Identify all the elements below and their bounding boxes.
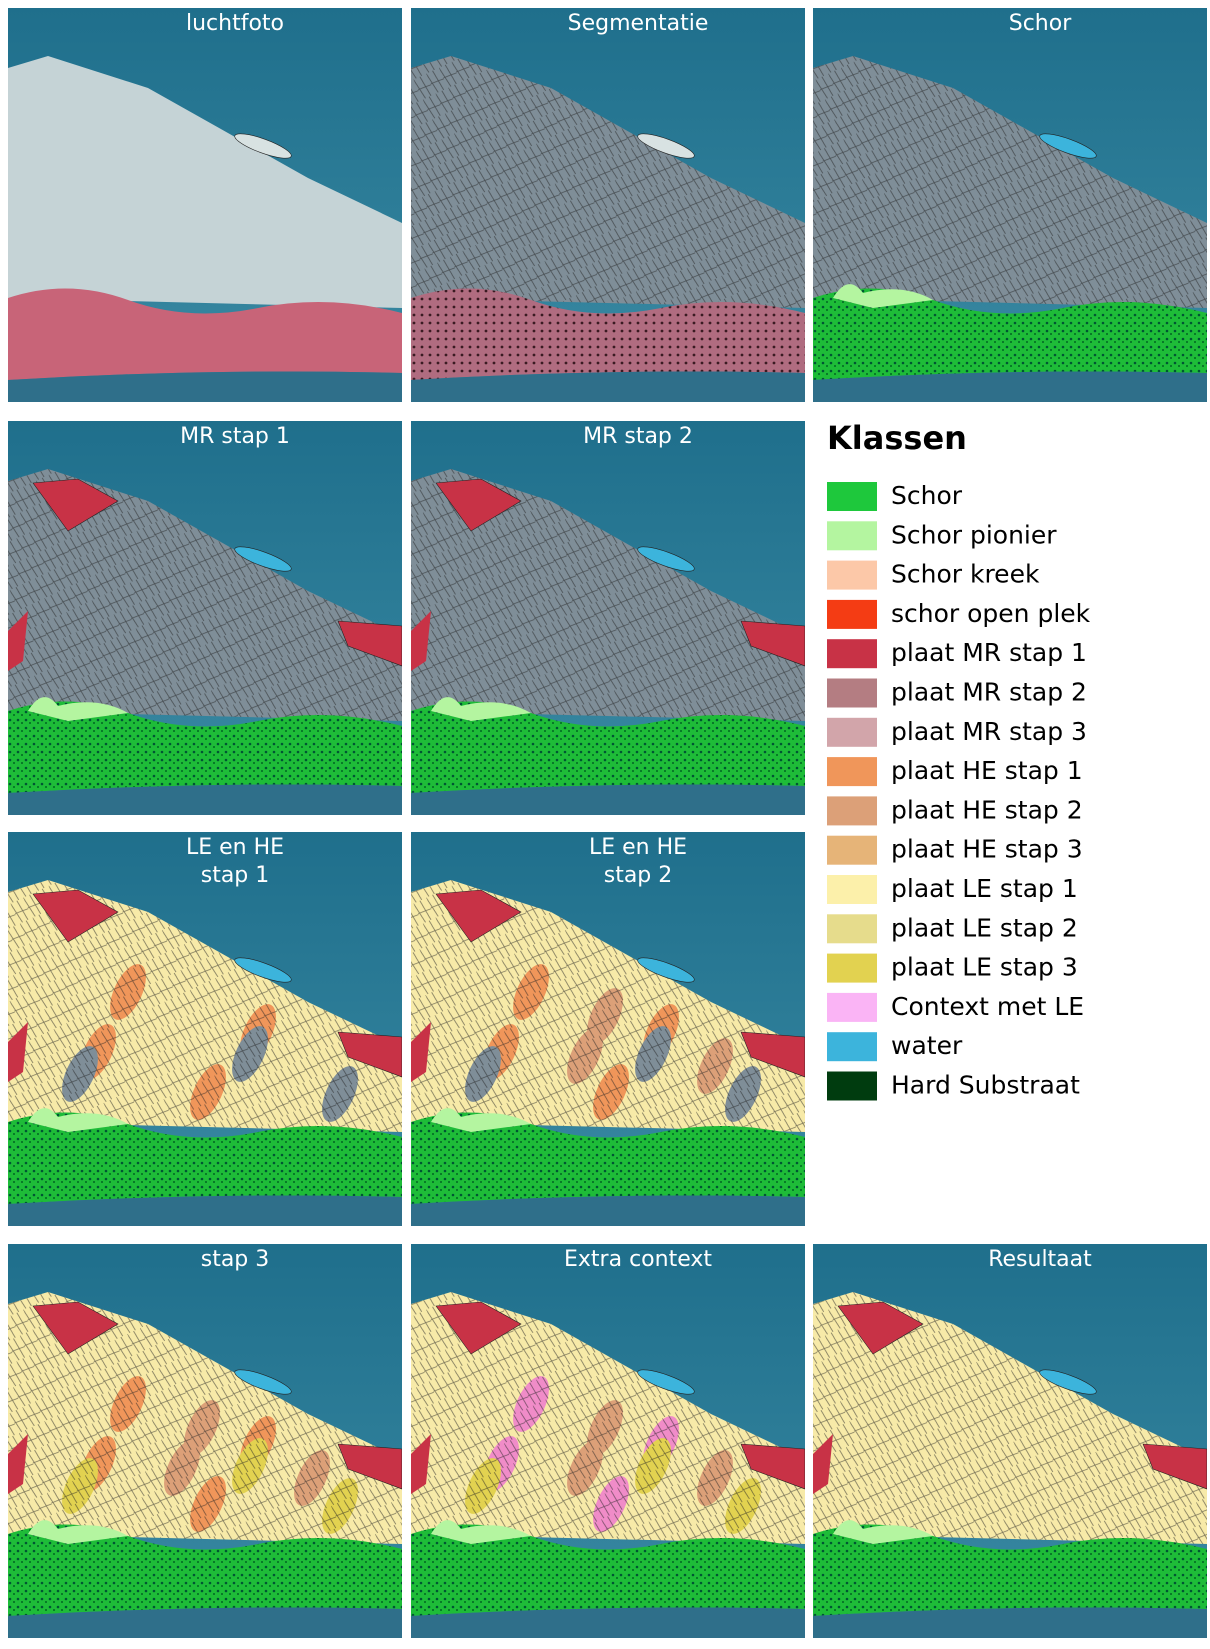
panel-title: LE en HE	[589, 835, 687, 860]
panel-title: Resultaat	[988, 1247, 1092, 1272]
legend-label: plaat LE stap 1	[891, 874, 1078, 903]
map-panel: Extra context	[411, 1244, 805, 1638]
legend-label: Context met LE	[891, 992, 1084, 1021]
legend-label: plaat HE stap 2	[891, 795, 1083, 824]
legend-swatch	[827, 836, 877, 865]
legend-swatch	[827, 954, 877, 983]
legend-label: plaat HE stap 3	[891, 835, 1083, 864]
legend-swatch	[827, 757, 877, 786]
legend-swatch	[827, 482, 877, 511]
legend-label: Hard Substraat	[891, 1071, 1080, 1100]
legend-swatch	[827, 1032, 877, 1061]
panel-title: MR stap 1	[180, 424, 290, 449]
legend-label: Schor	[891, 481, 963, 510]
legend-label: schor open plek	[891, 599, 1091, 628]
panel-title: Schor	[1009, 11, 1072, 36]
panel-title: Segmentatie	[568, 11, 709, 36]
map-panel: Resultaat	[813, 1244, 1207, 1638]
legend-swatch	[827, 914, 877, 943]
legend-swatch	[827, 1072, 877, 1101]
legend-swatch	[827, 561, 877, 590]
legend-label: Schor pionier	[891, 520, 1057, 549]
legend-label: water	[891, 1031, 963, 1060]
panel-title: stap 3	[201, 1247, 270, 1272]
panel-title: MR stap 2	[583, 424, 693, 449]
legend-swatch	[827, 875, 877, 904]
legend-swatch	[827, 600, 877, 629]
figure: luchtfoto Segmentatie Schor MR stap 1 MR sta…	[0, 0, 1210, 1645]
legend-title: Klassen	[827, 419, 967, 457]
legend-label: plaat MR stap 1	[891, 638, 1087, 667]
panel-title: LE en HE	[186, 835, 284, 860]
panel-title: Extra context	[564, 1247, 712, 1272]
legend-label: plaat HE stap 1	[891, 756, 1083, 785]
map-panel: MR stap 2	[411, 421, 805, 815]
panel-title: luchtfoto	[186, 11, 284, 36]
legend-swatch	[827, 796, 877, 825]
legend-label: plaat LE stap 2	[891, 913, 1078, 942]
legend-label: plaat LE stap 3	[891, 953, 1078, 982]
map-panel: Schor	[813, 8, 1207, 402]
legend-swatch	[827, 639, 877, 668]
map-panel: LE en HE stap 2	[411, 832, 805, 1226]
map-panel: luchtfoto	[8, 8, 402, 402]
legend-swatch	[827, 718, 877, 747]
panel-title: stap 1	[201, 863, 270, 888]
legend-label: Schor kreek	[891, 560, 1040, 589]
map-panel: MR stap 1	[8, 421, 402, 815]
legend-swatch	[827, 679, 877, 708]
map-panel: Segmentatie	[411, 8, 805, 402]
legend-swatch	[827, 521, 877, 550]
panel-title: stap 2	[604, 863, 673, 888]
legend-label: plaat MR stap 3	[891, 717, 1087, 746]
map-panel: LE en HE stap 1	[8, 832, 402, 1226]
map-panel: stap 3	[8, 1244, 402, 1638]
legend-label: plaat MR stap 2	[891, 678, 1087, 707]
legend-swatch	[827, 993, 877, 1022]
